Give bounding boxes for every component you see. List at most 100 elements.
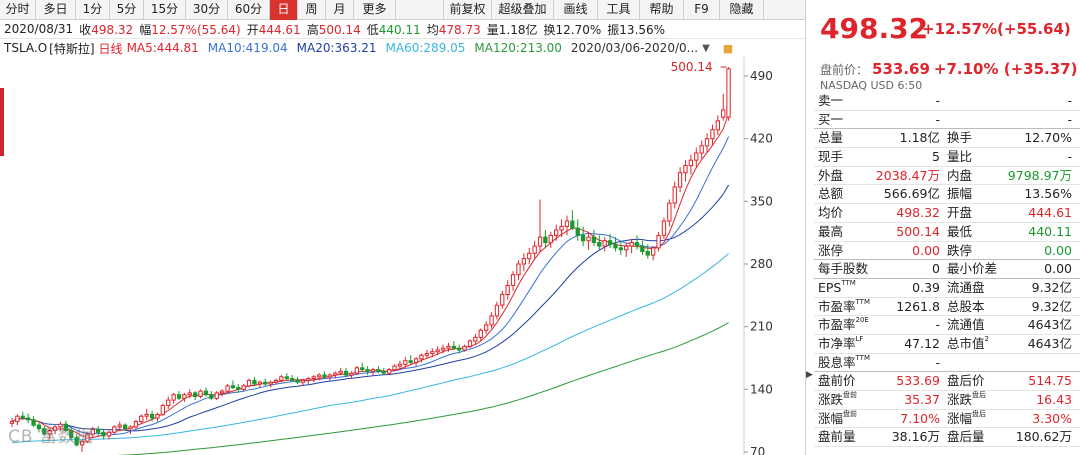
quote-row: 均价 498.32 开盘 444.61 xyxy=(814,204,1080,223)
toolbar-button-6[interactable]: 60分 xyxy=(228,0,270,20)
toolbar-button-5[interactable]: 30分 xyxy=(186,0,228,20)
quote-cell-v2: 514.75 xyxy=(1028,372,1072,391)
toolbar-button-13[interactable]: 超级叠加 xyxy=(492,0,554,20)
toolbar-button-3[interactable]: 5分 xyxy=(110,0,144,20)
candle-body xyxy=(381,370,386,374)
quote-cell-l2: 盘后量 xyxy=(947,428,985,447)
candle-body xyxy=(9,421,15,424)
toolbar-button-15[interactable]: 工具 xyxy=(598,0,640,20)
ohlc-info-bar: 2020/08/31 收498.32 幅12.57%(55.64) 开444.6… xyxy=(0,20,805,39)
candle-body xyxy=(36,424,42,430)
candle-body xyxy=(268,381,273,385)
quote-cell-v1: - xyxy=(935,316,940,335)
toolbar-button-14[interactable]: 画线 xyxy=(554,0,598,20)
candle-body xyxy=(710,129,715,140)
candle-body xyxy=(467,340,473,347)
bar-date: 2020/08/31 xyxy=(4,22,74,36)
toolbar-button-2[interactable]: 1分 xyxy=(76,0,110,20)
quote-cell-l1: 市盈率TTM xyxy=(818,298,870,317)
toolbar-button-9[interactable]: 月 xyxy=(326,0,354,20)
quote-cell-l1: EPSTTM xyxy=(818,279,856,298)
turn-value: 12.70% xyxy=(555,22,602,37)
quote-cell-text: 总市值 xyxy=(947,335,985,351)
quote-row: 现手 5 量比 - xyxy=(814,148,1080,167)
quote-cell-v2: - xyxy=(1067,92,1072,111)
open-value: 444.61 xyxy=(258,22,301,37)
candle-body xyxy=(494,304,500,317)
low-value: 440.11 xyxy=(378,22,421,37)
quote-cell-v2: 4643亿 xyxy=(1028,316,1072,335)
candle-body xyxy=(214,392,219,399)
candle-body xyxy=(90,429,95,435)
quote-cell-v1: 0.39 xyxy=(912,279,940,298)
candle-body xyxy=(241,385,246,390)
quote-cell-text: 盘前价 xyxy=(818,373,856,389)
candlestick-svg[interactable]: 490 420 350 280 210 140 70 500.14 70.10 xyxy=(0,57,805,455)
candle-body xyxy=(354,367,360,374)
quote-cell-text: 0.00 xyxy=(912,242,940,258)
quote-cell-text: 12.70% xyxy=(1024,130,1072,146)
avg-label: 均 xyxy=(426,22,439,37)
y-tick-label: 350 xyxy=(750,194,773,208)
ticker-name: TSLA.O xyxy=(4,41,48,55)
candle-body xyxy=(311,376,316,380)
candle-body xyxy=(516,263,521,276)
candle-body xyxy=(570,220,575,229)
quote-cell-text: 涨幅 xyxy=(947,410,973,426)
candlestick-chart[interactable]: 490 420 350 280 210 140 70 500.14 70.10 xyxy=(0,57,805,455)
candle-body xyxy=(349,372,354,376)
quote-row: 总量 1.18亿 换手 12.70% xyxy=(814,129,1080,149)
quote-cell-v2: 440.11 xyxy=(1028,223,1072,242)
quote-row: 涨跌盘前 35.37 涨跌盘后 16.43 xyxy=(814,391,1080,410)
quote-row: 盘前价 533.69 盘后价 514.75 xyxy=(814,372,1080,391)
quote-cell-text: - xyxy=(935,354,940,370)
quote-cell-v2: 13.56% xyxy=(1024,185,1072,204)
quote-cell-text: - xyxy=(935,93,940,108)
toolbar-button-4[interactable]: 15分 xyxy=(144,0,186,20)
candle-body xyxy=(327,374,333,378)
quote-cell-text: 3.30% xyxy=(1032,410,1072,426)
quote-cell-text: 买一 xyxy=(818,111,844,127)
collapse-arrow-icon[interactable]: ▶ xyxy=(806,370,813,380)
lock-icon[interactable]: ■ xyxy=(722,41,734,55)
quote-cell-v1: 7.10% xyxy=(900,410,940,429)
candle-body xyxy=(306,378,311,381)
range-value: 12.57%(55.64) xyxy=(151,22,241,37)
quote-cell-text: 跌停 xyxy=(947,242,973,258)
toolbar-button-17[interactable]: F9 xyxy=(684,0,720,20)
y-tick-label: 70 xyxy=(750,445,765,455)
high-marker-label: 500.14 xyxy=(671,60,713,74)
candle-body xyxy=(651,247,656,256)
toolbar-button-0[interactable]: 分时 xyxy=(0,0,36,20)
side-tab-marker[interactable] xyxy=(0,88,4,156)
toolbar-button-18[interactable]: 隐藏 xyxy=(720,0,764,20)
toolbar-button-1[interactable]: 多日 xyxy=(36,0,76,20)
candle-body xyxy=(435,349,440,353)
quote-cell-suffix: 盘后 xyxy=(972,409,987,418)
toolbar-button-16[interactable]: 帮助 xyxy=(640,0,684,20)
date-range[interactable]: 2020/03/06-2020/0... xyxy=(570,41,699,55)
candle-body xyxy=(284,376,289,380)
quote-cell-v1: - xyxy=(935,111,940,130)
quote-cell-text: 38.16万 xyxy=(891,429,940,445)
quote-cell-text: 566.69亿 xyxy=(883,186,940,202)
candle-body xyxy=(532,245,537,254)
toolbar-button-10[interactable]: 更多 xyxy=(354,0,396,20)
candle-body xyxy=(629,242,634,247)
candle-body xyxy=(273,379,279,383)
quote-cell-l2: 流通值 xyxy=(947,316,985,335)
toolbar-button-12[interactable]: 前复权 xyxy=(444,0,492,20)
chevron-down-icon[interactable]: ▼ xyxy=(702,42,710,54)
candle-body xyxy=(500,293,505,306)
quote-cell-text: 内盘 xyxy=(947,167,973,183)
candle-body xyxy=(457,347,462,351)
ma120-legend: MA120:213.00 xyxy=(474,41,562,55)
quote-cell-l2: 量比 xyxy=(947,148,972,167)
ma10-line xyxy=(11,136,730,436)
premarket-label: 盘前价： xyxy=(820,63,869,77)
quote-cell-text: - xyxy=(1067,93,1072,108)
price-change: +12.57%(+55.64) xyxy=(922,20,1071,38)
toolbar-button-8[interactable]: 周 xyxy=(298,0,326,20)
quote-cell-l2: 涨跌盘后 xyxy=(947,391,986,410)
toolbar-button-7[interactable]: 日 xyxy=(270,0,298,20)
